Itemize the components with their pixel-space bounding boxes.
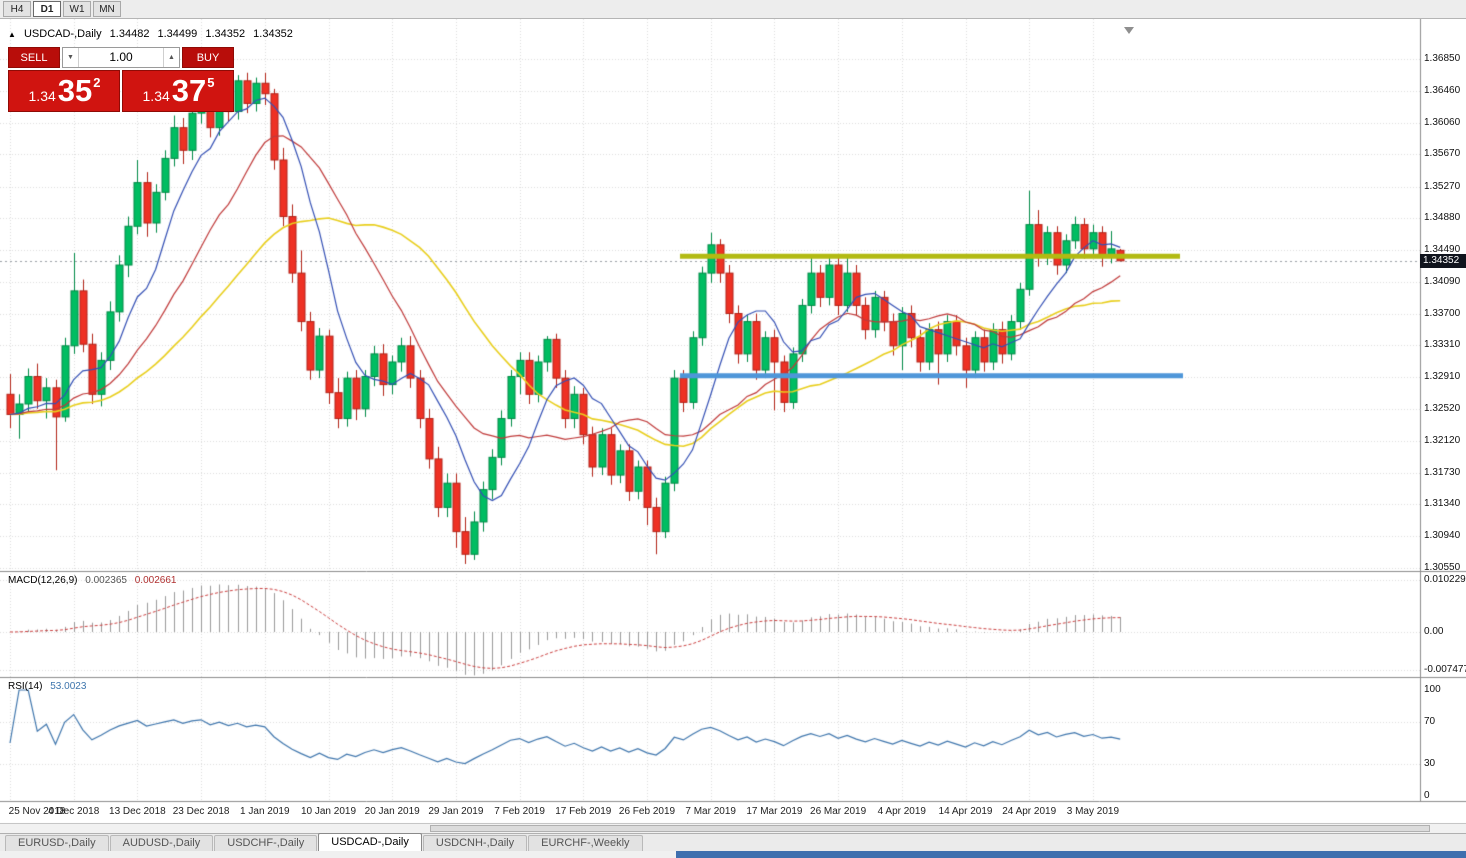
date-axis-label: 1 Jan 2019 [240, 806, 290, 817]
chart-tab-usdcnh[interactable]: USDCNH-,Daily [422, 835, 528, 851]
sell-button[interactable]: SELL [8, 47, 60, 68]
price-axis-label: 1.36460 [1424, 84, 1461, 96]
rsi-axis-label: 70 [1424, 715, 1436, 727]
macd-axis-label: -0.007477 [1424, 664, 1466, 675]
price-axis-label: 1.36850 [1424, 53, 1461, 64]
volume-decrease-icon[interactable]: ▼ [63, 48, 79, 67]
buy-price-base: 1.34 [142, 88, 170, 104]
date-axis-label: 26 Feb 2019 [618, 806, 676, 817]
trade-prices-row: 1.34 35 2 1.34 37 5 [8, 70, 234, 112]
rsi-name: RSI(14) [8, 681, 43, 692]
date-axis-label: 23 Dec 2018 [172, 806, 230, 817]
buy-price-pipette: 5 [207, 74, 215, 90]
date-axis-label: 4 Apr 2019 [877, 806, 926, 817]
date-axis-label: 17 Feb 2019 [555, 806, 612, 817]
chart-shift-marker-icon[interactable] [1124, 27, 1134, 34]
price-axis-label: 1.34880 [1424, 212, 1461, 224]
scrollbar-thumb[interactable] [430, 825, 1430, 832]
macd-signal-value: 0.002661 [134, 575, 177, 586]
price-axis-label: 1.35270 [1424, 180, 1461, 192]
buy-price-pips: 37 [171, 73, 207, 108]
background-window-edge [676, 851, 1466, 858]
ohlc-close: 1.34352 [253, 28, 293, 40]
ohlc-high: 1.34499 [157, 28, 198, 40]
date-axis-label: 7 Feb 2019 [494, 806, 545, 817]
current-price-tag: 1.34352 [1420, 253, 1466, 268]
sell-price-pipette: 2 [93, 74, 101, 90]
price-axis-label: 1.30940 [1424, 530, 1461, 542]
chart-tabs-bar: EURUSD-,Daily AUDUSD-,Daily USDCHF-,Daily U… [0, 833, 1466, 851]
volume-control: ▼ 1.00 ▲ [62, 47, 180, 68]
ohlc-open: 1.34482 [109, 28, 150, 40]
volume-input[interactable]: 1.00 [109, 50, 133, 64]
chart-tab-usdcad[interactable]: USDCAD-,Daily [318, 833, 422, 851]
price-axis-label: 1.34490 [1424, 243, 1461, 255]
date-axis-label: 10 Jan 2019 [300, 806, 357, 817]
buy-button[interactable]: BUY [182, 47, 234, 68]
sell-price-pips: 35 [57, 73, 93, 108]
sell-price-base: 1.34 [28, 88, 56, 104]
ohlc-low: 1.34352 [205, 28, 246, 40]
chart-tab-audusd[interactable]: AUDUSD-,Daily [109, 835, 214, 851]
macd-axis-label: 0.010229 [1424, 574, 1466, 585]
chart-title: USDCAD-,Daily [23, 28, 102, 40]
macd-main-value: 0.002365 [85, 575, 127, 586]
rsi-indicator-label: RSI(14) 53.0023 [8, 681, 91, 692]
chart-header: ▲ USDCAD-,Daily 1.34482 1.34499 1.34352 … [8, 28, 298, 40]
macd-axis-label: 0.00 [1424, 625, 1444, 637]
chart-tab-usdchf[interactable]: USDCHF-,Daily [214, 835, 318, 851]
price-axis-label: 1.30550 [1424, 562, 1461, 573]
date-axis-label: 25 Nov 2018 [8, 806, 66, 817]
timeframe-toolbar: H4 D1 W1 MN [0, 0, 1466, 19]
date-axis-label: 13 Dec 2018 [109, 806, 166, 817]
date-axis-label: 7 Mar 2019 [685, 806, 736, 817]
price-axis-label: 1.34090 [1424, 275, 1461, 287]
timeframe-tab-h4[interactable]: H4 [3, 1, 31, 17]
rsi-axis-label: 100 [1424, 684, 1441, 695]
chart-tab-eurusd[interactable]: EURUSD-,Daily [5, 835, 109, 851]
price-axis-label: 1.31730 [1424, 466, 1461, 478]
price-axis-label: 1.31340 [1424, 498, 1461, 510]
price-axis-label: 1.33700 [1424, 307, 1461, 319]
date-axis-label: 17 Mar 2019 [746, 806, 803, 817]
sell-price-display[interactable]: 1.34 35 2 [8, 70, 120, 112]
rsi-axis-label: 0 [1424, 790, 1430, 801]
timeframe-tab-d1[interactable]: D1 [33, 1, 61, 17]
price-axis-label: 1.33310 [1424, 339, 1461, 350]
date-axis-label: 4 Dec 2018 [48, 806, 100, 817]
macd-name: MACD(12,26,9) [8, 575, 78, 586]
date-axis-label: 26 Mar 2019 [810, 806, 867, 817]
chart-symbol-icon: ▲ [8, 30, 16, 39]
date-axis-label: 3 May 2019 [1066, 806, 1120, 817]
price-axis-label: 1.32120 [1424, 435, 1461, 447]
date-axis-label: 24 Apr 2019 [1002, 806, 1057, 817]
chart-tab-eurchf[interactable]: EURCHF-,Weekly [528, 835, 643, 851]
trade-controls-row: SELL ▼ 1.00 ▲ BUY [8, 47, 234, 68]
price-axis-label: 1.35670 [1424, 148, 1461, 160]
price-axis-label: 1.32520 [1424, 402, 1461, 414]
macd-indicator-label: MACD(12,26,9) 0.002365 0.002661 [8, 575, 181, 586]
price-axis-label: 1.36060 [1424, 116, 1461, 128]
buy-price-display[interactable]: 1.34 37 5 [122, 70, 234, 112]
timeframe-tab-w1[interactable]: W1 [63, 1, 91, 17]
horizontal-scrollbar[interactable] [0, 823, 1466, 833]
timeframe-tab-mn[interactable]: MN [93, 1, 121, 17]
volume-increase-icon[interactable]: ▲ [163, 48, 179, 67]
date-axis-label: 14 Apr 2019 [938, 806, 993, 817]
one-click-trading-panel: SELL ▼ 1.00 ▲ BUY 1.34 35 2 1.34 37 5 [8, 47, 234, 112]
date-axis-label: 20 Jan 2019 [364, 806, 420, 817]
rsi-value: 53.0023 [50, 681, 87, 692]
price-axis-label: 1.32910 [1424, 371, 1461, 383]
rsi-axis-label: 30 [1424, 758, 1436, 770]
date-axis-label: 29 Jan 2019 [428, 806, 484, 817]
